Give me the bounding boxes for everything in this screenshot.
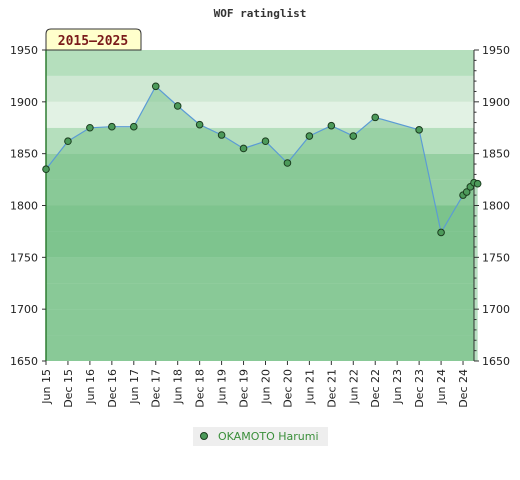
x-tick-label: Dec 23 — [413, 369, 426, 408]
data-point — [195, 120, 204, 129]
x-tick-label: Jun 19 — [216, 369, 229, 405]
x-tick-label: Dec 15 — [62, 369, 75, 408]
x-tick-label: Dec 24 — [457, 369, 470, 408]
chart-title: WOF ratinglist — [214, 7, 307, 20]
data-point — [371, 113, 380, 122]
y-tick-label-left: 1900 — [10, 96, 38, 109]
x-tick-label: Jun 24 — [435, 369, 448, 405]
range-badge: 2015–2025 — [45, 28, 142, 51]
data-point — [473, 179, 482, 188]
data-point — [217, 131, 226, 139]
x-tick-label: Jun 18 — [172, 369, 185, 405]
y-axis-left: 1650 1700 1750 1800 1850 1900 1950 — [10, 44, 46, 368]
y-tick-label-left: 1750 — [10, 251, 38, 264]
data-point — [305, 132, 314, 140]
data-point — [462, 188, 471, 196]
y-tick-label-left: 1700 — [10, 303, 38, 316]
y-tick-label-right: 1800 — [482, 200, 510, 213]
x-tick-label: Jun 21 — [303, 369, 316, 405]
legend-label: OKAMOTO Harumi — [218, 430, 319, 443]
y-tick-label-right: 1750 — [482, 251, 510, 264]
x-tick-label: Jun 23 — [391, 369, 404, 405]
y-tick-label-left: 1950 — [10, 44, 38, 57]
x-tick-label: Dec 20 — [281, 369, 294, 408]
data-point — [64, 137, 72, 146]
y-tick-label-left: 1800 — [10, 200, 38, 213]
data-points — [42, 82, 482, 237]
y-tick-label-left: 1650 — [10, 355, 38, 368]
y-tick-label-left: 1850 — [10, 148, 38, 161]
x-tick-label: Jun 15 — [40, 369, 53, 405]
x-tick-label: Dec 17 — [150, 369, 163, 408]
x-tick-label: Dec 18 — [194, 369, 207, 408]
y-tick-label-right: 1850 — [482, 148, 510, 161]
range-badge-text: 2015–2025 — [58, 34, 128, 49]
data-point — [173, 102, 182, 110]
data-point — [261, 137, 270, 146]
legend: OKAMOTO Harumi — [193, 427, 328, 446]
x-tick-label: Dec 19 — [238, 369, 251, 408]
data-point — [437, 228, 445, 237]
band — [46, 50, 474, 76]
data-point — [86, 123, 94, 132]
data-point — [108, 122, 116, 131]
x-tick-label: Jun 22 — [347, 369, 360, 405]
y-tick-label-right: 1900 — [482, 96, 510, 109]
y-tick-label-right: 1950 — [482, 44, 510, 57]
data-point — [283, 159, 292, 167]
data-point — [349, 132, 358, 140]
data-point — [151, 82, 160, 91]
x-tick-label: Jun 16 — [84, 369, 97, 405]
x-tick-label: Jun 20 — [259, 369, 272, 405]
x-tick-label: Jun 17 — [128, 369, 141, 405]
data-point — [327, 121, 336, 130]
data-point — [415, 126, 423, 134]
x-tick-label: Dec 21 — [325, 369, 338, 408]
data-point — [129, 122, 138, 131]
band — [46, 101, 474, 128]
legend-marker — [200, 432, 208, 440]
data-point — [42, 165, 50, 174]
y-tick-label-right: 1650 — [482, 355, 510, 368]
legend-box — [193, 427, 328, 446]
data-point — [239, 144, 248, 153]
band — [46, 75, 474, 102]
x-tick-label: Dec 22 — [369, 369, 382, 408]
rating-area — [46, 86, 478, 362]
y-tick-label-right: 1700 — [482, 303, 510, 316]
y-axis-right: 1650 1700 1750 1800 1850 1900 1950 — [474, 44, 510, 368]
x-axis: Jun 15 Dec 15 Jun 16 Dec 16 Jun 17 Dec 17 Jun … — [40, 361, 470, 408]
x-tick-label: Dec 16 — [106, 369, 119, 408]
